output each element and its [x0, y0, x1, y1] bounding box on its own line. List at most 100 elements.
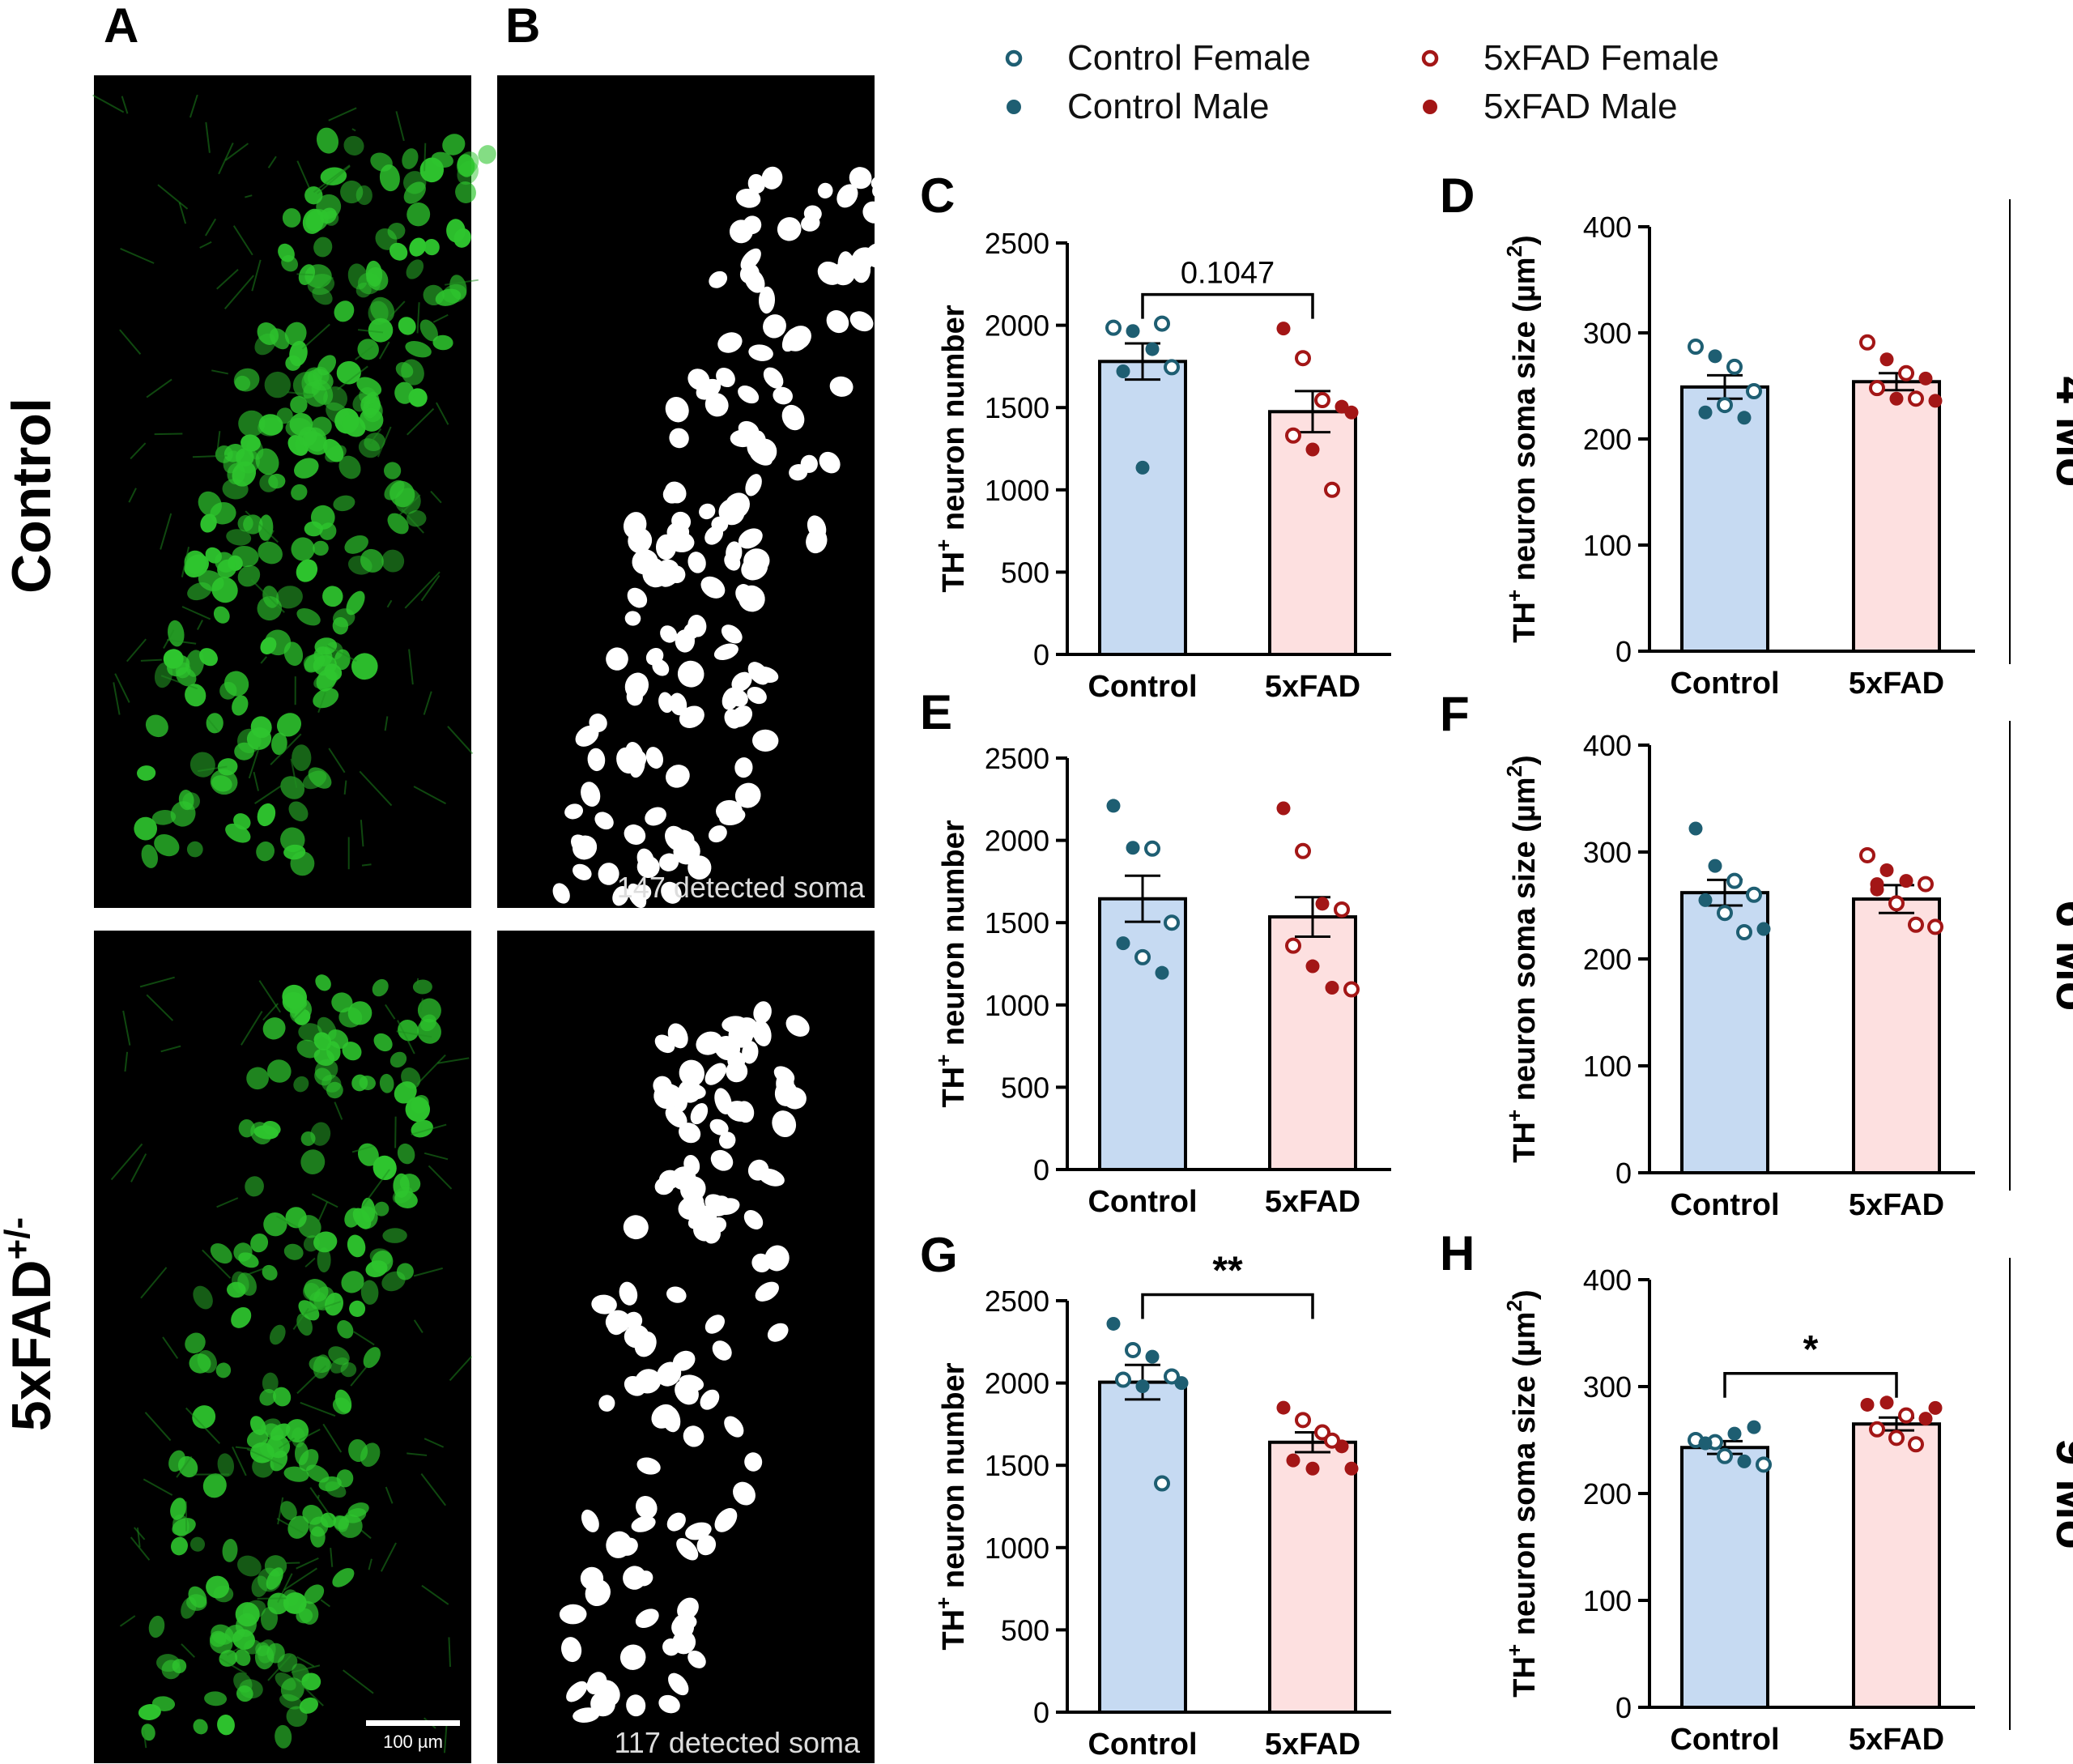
y-tick-label: 2000	[985, 824, 1049, 858]
soma-blob	[654, 1177, 675, 1195]
soma-blob	[819, 451, 841, 474]
neuron-cell	[262, 1264, 278, 1280]
y-axis-label-prefix: TH	[1508, 1656, 1542, 1698]
neuron-cell	[167, 654, 190, 677]
neurite-fibre	[290, 758, 298, 788]
soma-blob	[735, 188, 761, 208]
data-point-female	[1717, 905, 1733, 922]
y-axis-label-prefix: TH	[937, 552, 971, 593]
neurite-fibre	[241, 1011, 263, 1046]
legend: Control Female Control Male 5xFAD Female 5x…	[1005, 38, 1719, 126]
soma-blob	[634, 1331, 657, 1357]
data-point-male	[1174, 1376, 1189, 1391]
soma-blob	[581, 1509, 599, 1532]
y-axis-label-text: neuron number	[937, 1362, 971, 1596]
neuron-cell	[374, 1201, 389, 1216]
neuron-cell	[255, 448, 279, 475]
soma-blob	[594, 812, 614, 830]
data-point-male	[1879, 352, 1894, 367]
neuron-cell	[186, 841, 203, 858]
neuron-cell	[332, 1397, 351, 1415]
neurite-fibre	[296, 1365, 327, 1395]
neuron-cell	[278, 243, 295, 262]
panel-letter-a: A	[104, 0, 138, 53]
soma-blob	[713, 643, 739, 661]
neuron-cell	[192, 1405, 216, 1429]
legend-marker-filled	[1423, 100, 1437, 114]
neuron-cell	[148, 1615, 165, 1638]
age-label: 9 Mo	[2046, 1438, 2073, 1549]
neuron-cell	[343, 135, 364, 156]
neuron-cell	[189, 1536, 206, 1552]
neurite-fibre	[377, 426, 392, 458]
neuron-cell	[206, 713, 223, 734]
neuron-cell	[276, 407, 293, 424]
neurite-fibre	[146, 378, 172, 398]
soma-blob	[666, 765, 690, 788]
soma-blob	[585, 1579, 611, 1607]
neurite-fibre	[322, 1423, 343, 1453]
y-tick-label: 1500	[985, 1449, 1049, 1482]
neuron-cell	[280, 776, 305, 799]
panel-letter: D	[1440, 168, 1475, 223]
soma-blob	[675, 629, 696, 653]
neuron-cell	[283, 641, 304, 667]
soma-blob	[704, 1314, 725, 1334]
neurite-fibre	[424, 1152, 449, 1161]
neuron-cell	[283, 1591, 307, 1614]
neurite-fibre	[197, 620, 203, 630]
soma-blob	[774, 1080, 798, 1106]
chart-panel-h: H 0 100 200 300 400 TH+ neuron soma size (µm2)…	[1440, 1226, 1975, 1757]
neurite-fibre	[413, 1319, 424, 1333]
soma-blob	[724, 1416, 744, 1438]
neuron-cell	[312, 287, 333, 305]
neuron-cell	[394, 381, 415, 404]
neurite-fibre	[181, 1643, 195, 1658]
soma-blob	[836, 184, 858, 208]
y-tick-label: 1500	[985, 906, 1049, 940]
soma-blob	[687, 855, 712, 880]
neuron-cell	[432, 334, 453, 351]
neuron-cell	[359, 407, 384, 432]
data-point-male	[1756, 922, 1771, 936]
y-tick-label: 0	[1033, 1696, 1049, 1729]
neuron-cell	[402, 148, 419, 169]
neuron-cell	[322, 586, 343, 607]
category-label: Control	[1088, 670, 1197, 704]
soma-blob	[676, 1538, 699, 1561]
soma-blob	[709, 1118, 729, 1136]
category-label: 5xFAD	[1849, 1188, 1944, 1222]
neurite-fibre	[300, 1401, 336, 1417]
neuron-cell	[453, 228, 471, 248]
soma-blob	[659, 853, 679, 871]
neurite-fibre	[198, 765, 228, 773]
soma-blob	[709, 271, 728, 288]
neuron-cell	[264, 371, 292, 398]
soma-blob	[724, 492, 750, 519]
category-label: 5xFAD	[1265, 670, 1360, 704]
y-tick-label: 2000	[985, 1367, 1049, 1400]
neuron-cell	[328, 1346, 350, 1366]
neurite-fibre	[232, 1447, 247, 1476]
neuron-cell	[202, 1473, 227, 1498]
neuron-cell	[389, 1051, 407, 1068]
green-neurons-top	[92, 94, 496, 876]
neurite-fibre	[386, 599, 393, 608]
neurite-fibre	[133, 1527, 146, 1540]
neurite-fibre	[181, 606, 211, 620]
soma-blob	[747, 430, 766, 458]
data-point-male	[1106, 799, 1121, 813]
data-point-male	[1135, 1379, 1150, 1394]
neurite-fibre	[292, 1676, 324, 1706]
segmentation-5xfad-b: 117 detected soma	[497, 931, 875, 1763]
data-point-female	[1295, 1412, 1311, 1429]
neuron-cell	[189, 1353, 211, 1374]
neurite-fibre	[276, 1215, 299, 1229]
y-tick-label: 1000	[985, 1532, 1049, 1565]
neurite-fibre	[311, 1193, 338, 1208]
neuron-cell	[223, 671, 249, 697]
data-point-male	[1325, 980, 1339, 995]
y-axis-label-end: )	[1508, 755, 1542, 765]
y-axis-label-unit-superscript: 2	[1502, 765, 1526, 777]
neuron-cell	[319, 522, 337, 540]
